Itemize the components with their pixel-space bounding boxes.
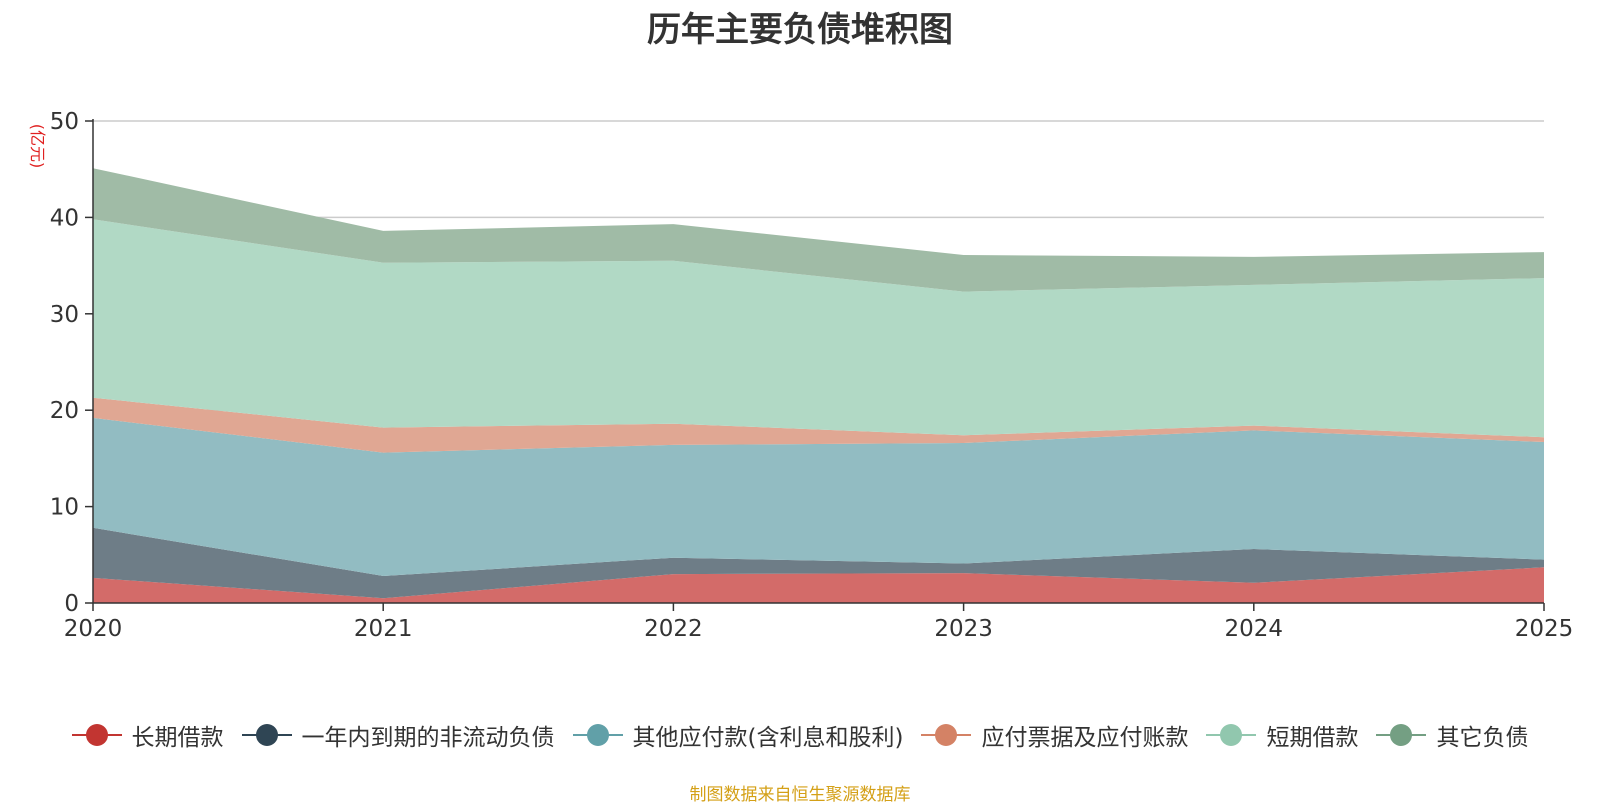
y-tick-label: 0: [64, 591, 79, 617]
chart-title: 历年主要负债堆积图: [647, 10, 953, 50]
legend-item-3[interactable]: 应付票据及应付账款: [921, 718, 1188, 752]
legend-marker-icon: [1206, 722, 1257, 748]
x-tick-label: 2021: [354, 616, 413, 642]
legend-label: 一年内到期的非流动负债: [301, 725, 555, 751]
y-axis-label: (亿元): [28, 124, 47, 169]
y-tick-label: 10: [50, 495, 79, 521]
axes: 0 10 20 30 40 50 2020 2021 2022 2023 2024 2025: [50, 109, 1574, 642]
area-series-4: [93, 219, 1544, 438]
legend-label: 长期借款: [131, 725, 224, 751]
legend-marker-icon: [1376, 722, 1427, 748]
area-series-2: [93, 417, 1544, 576]
area-series-3: [93, 397, 1544, 453]
x-tick-label: 2023: [934, 616, 993, 642]
legend-label: 其他应付款(含利息和股利): [632, 725, 904, 751]
x-tick-label: 2022: [644, 616, 703, 642]
source-note: 制图数据来自恒生聚源数据库: [689, 785, 911, 805]
legend-label: 应付票据及应付账款: [981, 725, 1189, 751]
legend-item-4[interactable]: 短期借款: [1206, 718, 1358, 752]
legend: 长期借款 一年内到期的非流动负债 其他应付款(含利息和股利) 应付票据及应付账款 短期借…: [0, 718, 1600, 752]
legend-item-1[interactable]: 一年内到期的非流动负债: [241, 718, 555, 752]
legend-label: 短期借款: [1266, 725, 1359, 751]
x-tick-label: 2024: [1225, 616, 1284, 642]
legend-marker-icon: [241, 722, 292, 748]
y-tick-label: 40: [50, 205, 79, 231]
legend-item-0[interactable]: 长期借款: [71, 718, 224, 752]
y-tick-label: 30: [50, 302, 79, 328]
area-series-0: [93, 567, 1544, 603]
y-tick-label: 50: [50, 109, 79, 135]
stacked-areas: [93, 168, 1544, 603]
x-tick-label: 2025: [1515, 616, 1574, 642]
legend-item-5[interactable]: 其它负债: [1376, 718, 1528, 752]
legend-marker-icon: [921, 722, 972, 748]
y-tick-label: 20: [50, 398, 79, 424]
area-series-1: [93, 527, 1544, 599]
area-series-5: [93, 168, 1544, 292]
legend-marker-icon: [71, 722, 122, 748]
x-tick-label: 2020: [64, 616, 123, 642]
legend-label: 其它负债: [1436, 725, 1529, 751]
legend-item-2[interactable]: 其他应付款(含利息和股利): [572, 718, 904, 752]
legend-marker-icon: [572, 722, 623, 748]
